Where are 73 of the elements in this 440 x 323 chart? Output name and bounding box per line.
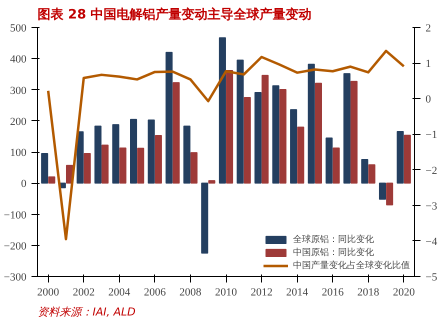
x-tick-label: 2002 — [72, 286, 95, 298]
y2-tick-label: −4 — [426, 236, 438, 248]
bar — [166, 52, 173, 184]
bar — [332, 147, 340, 184]
y-tick-label: 200 — [10, 116, 27, 128]
y2-tick-label: −3 — [426, 200, 438, 212]
x-tick-label: 2000 — [37, 286, 60, 298]
bar — [386, 182, 394, 206]
y-tick-label: −200 — [4, 240, 27, 252]
bar — [48, 176, 56, 184]
x-tick-label: 2004 — [108, 286, 131, 298]
x-tick-label: 2012 — [250, 286, 273, 298]
legend-label: 中国原铝：同比变化 — [293, 246, 374, 259]
bar — [76, 131, 84, 184]
chart-title: 图表 28 中国电解铝产量变动主导全球产量变动 — [38, 6, 312, 22]
x-tick-label: 2018 — [357, 286, 380, 298]
y-tick-label: −300 — [4, 272, 27, 284]
bar — [368, 164, 376, 184]
bar — [361, 158, 368, 184]
y-tick-label: −100 — [4, 209, 27, 222]
bar — [208, 180, 216, 184]
bar — [154, 135, 162, 184]
bar — [130, 118, 138, 184]
y2-tick-label: −1 — [426, 129, 438, 142]
bar — [148, 119, 155, 184]
bar — [172, 82, 180, 184]
bar — [262, 74, 269, 184]
bar — [290, 109, 298, 184]
bar — [326, 137, 333, 184]
bar — [254, 92, 262, 184]
y2-tick-label: −2 — [426, 164, 438, 177]
bar — [201, 182, 208, 254]
y-tick-label: 300 — [10, 84, 27, 97]
y2-tick-label: 0 — [426, 94, 432, 106]
x-tick-label: 2020 — [392, 286, 416, 298]
y2-tick-label: 1 — [426, 58, 431, 70]
y-tick-label: 100 — [10, 147, 27, 159]
bar — [378, 182, 386, 200]
bar — [272, 85, 280, 184]
y-tick-label: 0 — [21, 178, 27, 190]
bar — [314, 82, 322, 184]
bar — [343, 73, 350, 184]
legend-label: 全球原铝：同比变化 — [293, 234, 374, 246]
bar — [350, 80, 358, 184]
bar — [94, 126, 102, 184]
bar — [183, 126, 190, 184]
bar — [102, 144, 109, 184]
bar — [190, 152, 198, 184]
y2-tick-label: −5 — [426, 272, 438, 284]
bar — [218, 37, 226, 184]
y2-tick-label: 2 — [426, 22, 431, 34]
bar — [226, 70, 234, 184]
bar — [119, 147, 126, 184]
x-tick-label: 2016 — [322, 286, 344, 298]
bar — [244, 97, 251, 184]
y-tick-label: 400 — [10, 54, 27, 66]
x-tick-label: 2010 — [215, 286, 238, 298]
legend-label: 中国产量变化占全球变化比值 — [293, 260, 410, 272]
bar — [137, 148, 144, 184]
bar — [404, 134, 411, 184]
y-tick-label: 500 — [10, 22, 27, 34]
bar — [308, 64, 315, 184]
bar — [112, 124, 120, 184]
x-tick-label: 2014 — [286, 286, 309, 298]
text: 资料来源：IAI, ALD — [38, 306, 136, 318]
bar — [236, 60, 244, 184]
x-tick-label: 2006 — [144, 286, 166, 298]
bar — [279, 88, 286, 184]
bar — [297, 126, 304, 184]
bar — [396, 130, 404, 184]
bar — [84, 153, 91, 184]
bar — [41, 153, 48, 184]
x-tick-label: 2008 — [179, 286, 202, 298]
